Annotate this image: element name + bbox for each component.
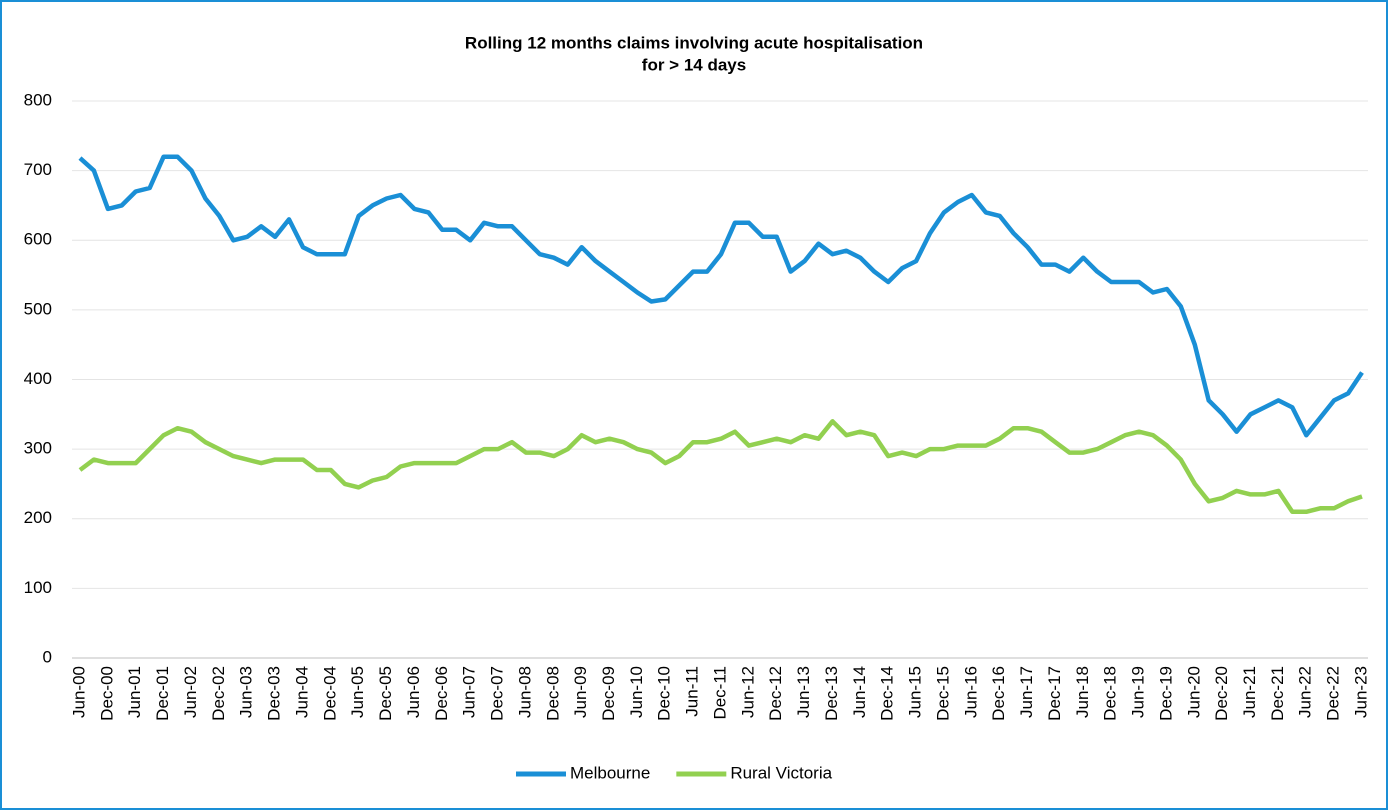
x-tick-label: Dec-05 xyxy=(376,666,395,721)
x-tick-label: Jun-03 xyxy=(237,666,256,718)
x-tick-label: Dec-18 xyxy=(1101,666,1120,721)
y-tick-label: 400 xyxy=(24,369,52,388)
x-tick-label: Jun-16 xyxy=(961,666,980,718)
x-tick-label: Jun-13 xyxy=(794,666,813,718)
x-tick-label: Dec-01 xyxy=(153,666,172,721)
x-tick-label: Dec-22 xyxy=(1324,666,1343,721)
x-tick-label: Dec-06 xyxy=(432,666,451,721)
x-tick-label: Jun-21 xyxy=(1240,666,1259,718)
x-tick-label: Dec-17 xyxy=(1045,666,1064,721)
x-tick-label: Jun-22 xyxy=(1296,666,1315,718)
x-tick-label: Jun-08 xyxy=(515,666,534,718)
legend-label: Rural Victoria xyxy=(730,763,832,782)
x-tick-label: Jun-07 xyxy=(460,666,479,718)
x-tick-label: Dec-08 xyxy=(543,666,562,721)
x-tick-label: Dec-09 xyxy=(599,666,618,721)
x-tick-label: Dec-03 xyxy=(265,666,284,721)
x-tick-label: Jun-17 xyxy=(1017,666,1036,718)
x-tick-label: Dec-00 xyxy=(97,666,116,721)
x-tick-label: Jun-18 xyxy=(1073,666,1092,718)
x-tick-label: Dec-10 xyxy=(655,666,674,721)
x-tick-label: Jun-06 xyxy=(404,666,423,718)
x-tick-label: Jun-19 xyxy=(1129,666,1148,718)
x-tick-label: Dec-11 xyxy=(710,666,729,720)
y-tick-label: 200 xyxy=(24,508,52,527)
x-tick-label: Jun-20 xyxy=(1184,666,1203,718)
x-tick-label: Jun-02 xyxy=(181,666,200,718)
x-tick-label: Dec-02 xyxy=(209,666,228,721)
data-line xyxy=(78,154,1364,438)
x-tick-label: Dec-20 xyxy=(1212,666,1231,721)
x-tick-label: Jun-01 xyxy=(125,666,144,718)
x-tick-label: Jun-15 xyxy=(906,666,925,718)
x-tick-label: Jun-05 xyxy=(348,666,367,718)
x-tick-label: Dec-15 xyxy=(933,666,952,721)
x-tick-label: Dec-12 xyxy=(766,666,785,721)
data-line xyxy=(78,419,1363,515)
chart-title: for > 14 days xyxy=(642,55,746,74)
x-tick-label: Dec-13 xyxy=(822,666,841,721)
y-tick-label: 700 xyxy=(24,160,52,179)
x-tick-label: Jun-23 xyxy=(1351,666,1370,718)
x-tick-label: Jun-00 xyxy=(69,666,88,718)
x-tick-label: Dec-19 xyxy=(1156,666,1175,721)
y-tick-label: 300 xyxy=(24,439,52,458)
x-tick-label: Jun-11 xyxy=(683,666,702,717)
x-tick-label: Jun-14 xyxy=(850,666,869,718)
x-tick-label: Dec-07 xyxy=(488,666,507,721)
y-tick-label: 600 xyxy=(24,230,52,249)
x-tick-label: Dec-16 xyxy=(989,666,1008,721)
x-tick-label: Jun-09 xyxy=(571,666,590,718)
y-tick-label: 0 xyxy=(43,647,52,666)
x-tick-label: Jun-12 xyxy=(738,666,757,718)
x-tick-label: Jun-04 xyxy=(292,666,311,718)
x-tick-label: Dec-04 xyxy=(320,666,339,721)
legend-label: Melbourne xyxy=(570,763,650,782)
y-tick-label: 500 xyxy=(24,299,52,318)
x-tick-label: Dec-14 xyxy=(878,666,897,721)
x-tick-label: Jun-10 xyxy=(627,666,646,718)
chart-title: Rolling 12 months claims involving acute… xyxy=(465,33,923,52)
y-tick-label: 800 xyxy=(24,90,52,109)
x-tick-label: Dec-21 xyxy=(1268,666,1287,721)
y-tick-label: 100 xyxy=(24,578,52,597)
